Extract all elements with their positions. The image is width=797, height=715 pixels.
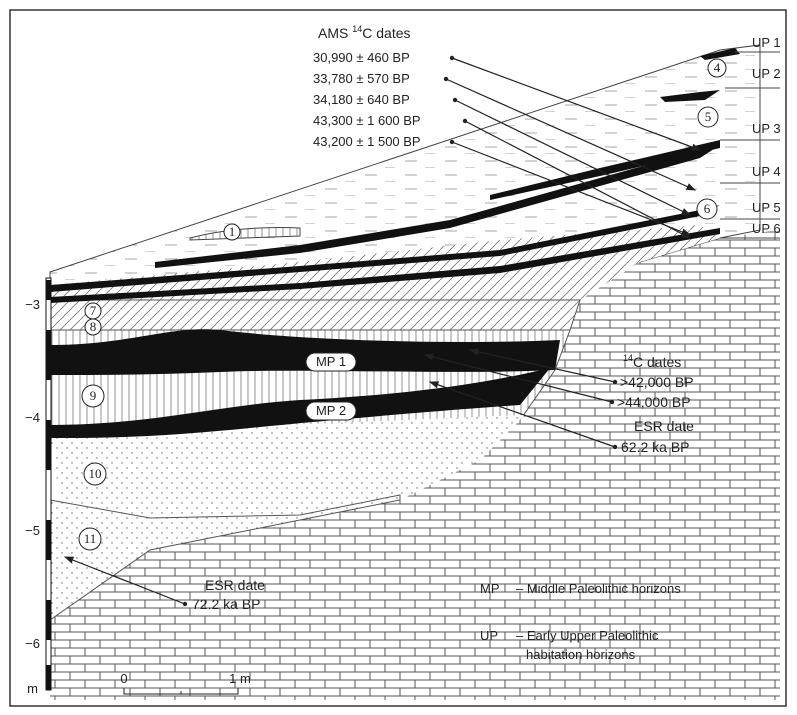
shape: 4 — [714, 60, 721, 75]
c14-date: >42,000 BP — [620, 374, 694, 390]
esr-date: 62.2 ka BP — [621, 439, 690, 455]
shape: 5 — [705, 109, 712, 124]
layer-number: 6 — [697, 199, 717, 219]
text-part: 14 — [623, 353, 633, 363]
legend-text: habitation horizons — [526, 647, 636, 662]
ams-date: 43,300 ± 1 600 BP — [313, 113, 421, 128]
marker-shape — [450, 56, 454, 60]
marker-shape — [463, 119, 467, 123]
layer-number: 10 — [84, 463, 106, 485]
layer-number: 4 — [708, 59, 726, 77]
marker-shape — [183, 602, 187, 606]
text-part: C dates — [362, 25, 410, 41]
marker-shape — [613, 445, 617, 449]
layer-number: 5 — [698, 107, 718, 127]
layer-number: 8 — [85, 319, 101, 335]
layer-number: 1 — [224, 224, 240, 240]
ams-date: 34,180 ± 640 BP — [313, 92, 410, 107]
shape: 6 — [704, 201, 711, 216]
layer-number: 9 — [82, 385, 104, 407]
mp-label: MP 1 — [306, 353, 356, 371]
scale-end: 1 m — [229, 671, 251, 686]
mp-label: MP 2 — [306, 402, 356, 420]
ams-date: 33,780 ± 570 BP — [313, 71, 410, 86]
up-label: UP 4 — [752, 164, 781, 179]
shape: 9 — [90, 388, 97, 403]
esr-date: 72.2 ka BP — [192, 596, 261, 612]
shape: 1 — [229, 224, 236, 239]
c14-date: >44,000 BP — [617, 394, 691, 410]
scale-start: 0 — [120, 671, 127, 686]
up-labels: UP 1 UP 2 UP 3 UP 4 UP 5 UP 6 — [752, 35, 781, 236]
shape: 10 — [89, 466, 102, 481]
ams-date: 30,990 ± 460 BP — [313, 50, 410, 65]
legend-text: – Middle Paleolithic horizons — [516, 581, 681, 596]
legend-key: MP — [480, 581, 500, 596]
up-label: UP 5 — [752, 200, 781, 215]
layer-number: 11 — [79, 528, 101, 550]
up-label: UP 3 — [752, 121, 781, 136]
text-part: 14 — [352, 24, 362, 34]
layer-number: 7 — [85, 303, 101, 319]
shape: 7 — [90, 303, 97, 318]
ams-title: AMS 14C dates — [318, 24, 411, 41]
legend-key: UP — [480, 628, 498, 643]
up-label: UP 2 — [752, 66, 781, 81]
marker-shape — [444, 77, 448, 81]
shape: 11 — [84, 531, 97, 546]
up-label: UP 1 — [752, 35, 781, 50]
depth-unit: m — [27, 681, 38, 696]
text-part: C dates — [633, 354, 681, 370]
shape: MP 1 — [316, 354, 346, 369]
legend-text: – Early Upper Paleolithic — [516, 628, 659, 643]
shape: 8 — [90, 319, 97, 334]
up-label: UP 6 — [752, 221, 781, 236]
esr-title: ESR date — [634, 418, 694, 434]
depth-tick: −6 — [25, 636, 40, 651]
ams-date: 43,200 ± 1 500 BP — [313, 134, 421, 149]
depth-tick: −4 — [25, 410, 40, 425]
marker-shape — [613, 380, 617, 384]
marker-shape — [610, 400, 614, 404]
marker-shape — [453, 98, 457, 102]
marker-shape — [450, 140, 454, 144]
text-part: AMS — [318, 25, 348, 41]
ams-dates: 30,990 ± 460 BP 33,780 ± 570 BP 34,180 ±… — [313, 50, 421, 149]
shape: MP 2 — [316, 403, 346, 418]
depth-tick: −5 — [25, 523, 40, 538]
depth-tick: −3 — [25, 297, 40, 312]
section-diagram: −3 −4 −5 −6 m AMS 14C dates 30,990 ± 460… — [0, 0, 797, 715]
esr-title: ESR date — [205, 577, 265, 593]
